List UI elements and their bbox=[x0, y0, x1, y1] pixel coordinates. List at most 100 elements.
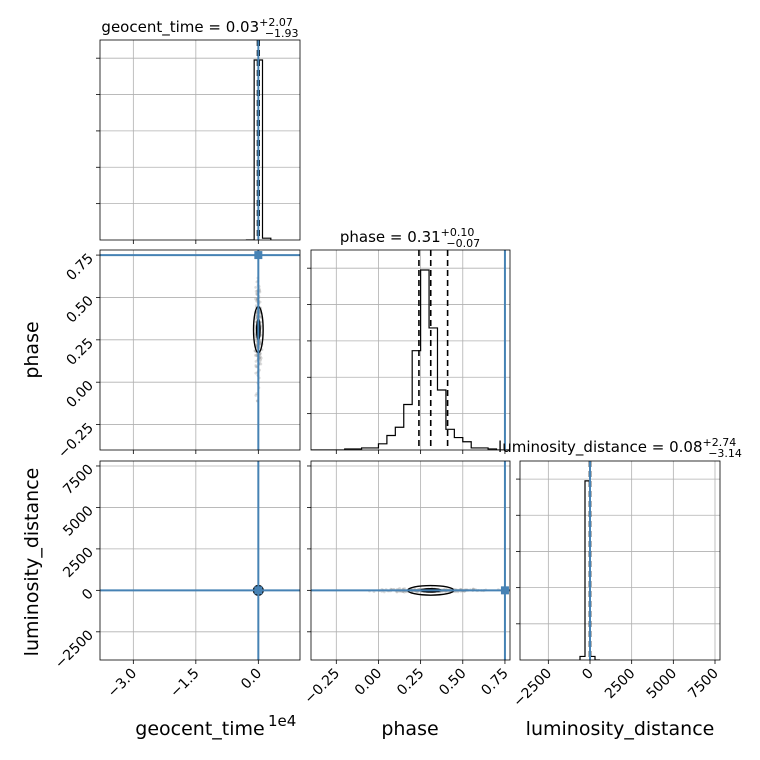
title-prefix: phase = bbox=[340, 228, 407, 246]
x-tick-label: −1.5 bbox=[167, 666, 202, 701]
x-axis-label-phase: phase bbox=[381, 718, 438, 740]
histogram-bar-phase bbox=[378, 444, 386, 450]
panel-frame bbox=[519, 460, 721, 661]
panel-frame bbox=[99, 460, 301, 661]
panel-content bbox=[245, 40, 272, 240]
panel-content bbox=[311, 250, 510, 450]
title-lower: −0.07 bbox=[446, 237, 480, 250]
panel-phase-luminosity_distance: −0.25 0.00 0.25 0.50 0.75 bbox=[301, 460, 512, 708]
panel-content bbox=[100, 461, 300, 660]
sample-point bbox=[258, 300, 262, 304]
sample-point bbox=[254, 394, 258, 397]
title-luminosity_distance: luminosity_distance = 0.08+2.74 −3.14 bbox=[498, 436, 742, 460]
sample-point bbox=[259, 358, 263, 362]
sample-point bbox=[259, 356, 263, 360]
title-lower: −3.14 bbox=[708, 447, 742, 460]
title-prefix: luminosity_distance = bbox=[498, 438, 669, 457]
histogram-phase bbox=[311, 269, 510, 450]
axis-offset-geocent-time: 1e4 bbox=[268, 712, 296, 730]
y-tick-label: −0.25 bbox=[55, 420, 97, 462]
x-tick-label: 2500 bbox=[602, 666, 639, 703]
title-upper: +2.07 bbox=[259, 16, 293, 29]
sample-point bbox=[254, 290, 258, 293]
x-tick-label: −3.0 bbox=[105, 666, 140, 701]
panel-luminosity_distance-luminosity_distance: −2500 0 2500 5000 7500 bbox=[510, 460, 722, 711]
sample-point bbox=[254, 371, 258, 375]
panel-frame bbox=[99, 39, 301, 241]
x-tick-label: −0.25 bbox=[301, 666, 343, 708]
y-tick-label: 0 bbox=[79, 586, 97, 604]
title-upper: +0.10 bbox=[441, 226, 475, 239]
sample-point bbox=[253, 354, 257, 357]
truth-marker bbox=[500, 586, 509, 595]
x-axis-label-luminosity_distance: luminosity_distance bbox=[526, 718, 715, 740]
y-tick-label: 0.50 bbox=[63, 293, 96, 326]
y-tick-label: 0.25 bbox=[63, 335, 96, 368]
panel-geocent_time-geocent_time bbox=[96, 39, 301, 244]
y-tick-label: 7500 bbox=[60, 461, 97, 498]
sample-point bbox=[259, 355, 262, 359]
y-tick-label: 0.00 bbox=[63, 378, 96, 411]
histogram-bar-phase bbox=[454, 438, 462, 450]
panel-content bbox=[311, 461, 510, 660]
panel-frame bbox=[99, 249, 301, 451]
title-geocent_time: geocent_time = 0.03+2.07 −1.93 bbox=[101, 16, 298, 40]
sample-point bbox=[254, 364, 258, 367]
sample-point bbox=[255, 343, 258, 347]
y-tick-label: 5000 bbox=[60, 503, 97, 540]
y-tick-label: −2500 bbox=[52, 627, 97, 672]
x-tick-label: 5000 bbox=[644, 666, 681, 703]
title-main: luminosity_distance = 0.08+2.74 −3.14 bbox=[498, 436, 742, 460]
title-upper: +2.74 bbox=[703, 436, 737, 449]
sample-point bbox=[254, 339, 258, 342]
title-main: geocent_time = 0.03+2.07 −1.93 bbox=[101, 16, 298, 40]
histogram-bar-phase bbox=[387, 436, 395, 450]
sample-point bbox=[254, 365, 258, 369]
sample-point bbox=[255, 314, 259, 318]
x-tick-label: 0.75 bbox=[478, 666, 511, 699]
truth-marker bbox=[254, 251, 263, 260]
panel-geocent_time-phase: −0.25 0.00 0.25 0.50 0.75 bbox=[55, 249, 301, 462]
x-tick-label: 0.00 bbox=[352, 666, 385, 699]
sample-point bbox=[402, 590, 406, 594]
title-lower: −1.93 bbox=[265, 27, 299, 40]
sample-point bbox=[258, 315, 262, 319]
sample-point bbox=[255, 299, 259, 303]
title-median: 0.31 bbox=[407, 228, 440, 246]
x-tick-label: 0 bbox=[579, 666, 597, 684]
sample-point bbox=[254, 304, 258, 308]
x-tick-label: 0.25 bbox=[394, 666, 427, 699]
x-tick-label: −2500 bbox=[510, 666, 555, 711]
title-main: phase = 0.31+0.10 −0.07 bbox=[340, 226, 480, 250]
sample-point bbox=[398, 586, 401, 590]
sample-point bbox=[254, 286, 258, 289]
panel-frame bbox=[310, 460, 511, 661]
y-axis-label-luminosity_distance: luminosity_distance bbox=[21, 468, 43, 657]
y-tick-label: 0.75 bbox=[63, 251, 96, 284]
sample-point bbox=[255, 353, 258, 357]
title-median: 0.08 bbox=[669, 438, 702, 456]
sample-point bbox=[255, 292, 259, 296]
panel-phase-phase bbox=[307, 249, 511, 454]
panel-geocent_time-luminosity_distance: −3.0 −1.5 0.0 −2500 0 2500 5000 7500 bbox=[52, 460, 301, 701]
sample-point bbox=[254, 297, 257, 301]
histogram-geocent_time bbox=[245, 59, 272, 240]
y-tick-label: 2500 bbox=[60, 544, 97, 581]
x-tick-label: 7500 bbox=[685, 666, 722, 703]
y-axis-label-phase: phase bbox=[21, 321, 43, 378]
truth-marker bbox=[254, 586, 263, 595]
sample-point bbox=[258, 352, 262, 356]
panel-content bbox=[579, 461, 600, 660]
histogram-bar-phase bbox=[395, 427, 403, 450]
title-median: 0.03 bbox=[226, 18, 259, 36]
histogram-bar-phase bbox=[404, 404, 412, 450]
panel-frame bbox=[310, 249, 511, 451]
panel-content bbox=[100, 250, 300, 450]
x-tick-label: 0.50 bbox=[436, 666, 469, 699]
histogram-bar-phase bbox=[437, 390, 445, 450]
title-phase: phase = 0.31+0.10 −0.07 bbox=[340, 226, 480, 250]
histogram-bar-phase bbox=[421, 270, 429, 450]
x-axis-label-geocent_time: geocent_time bbox=[135, 718, 264, 740]
histogram-bar-phase bbox=[463, 442, 471, 450]
